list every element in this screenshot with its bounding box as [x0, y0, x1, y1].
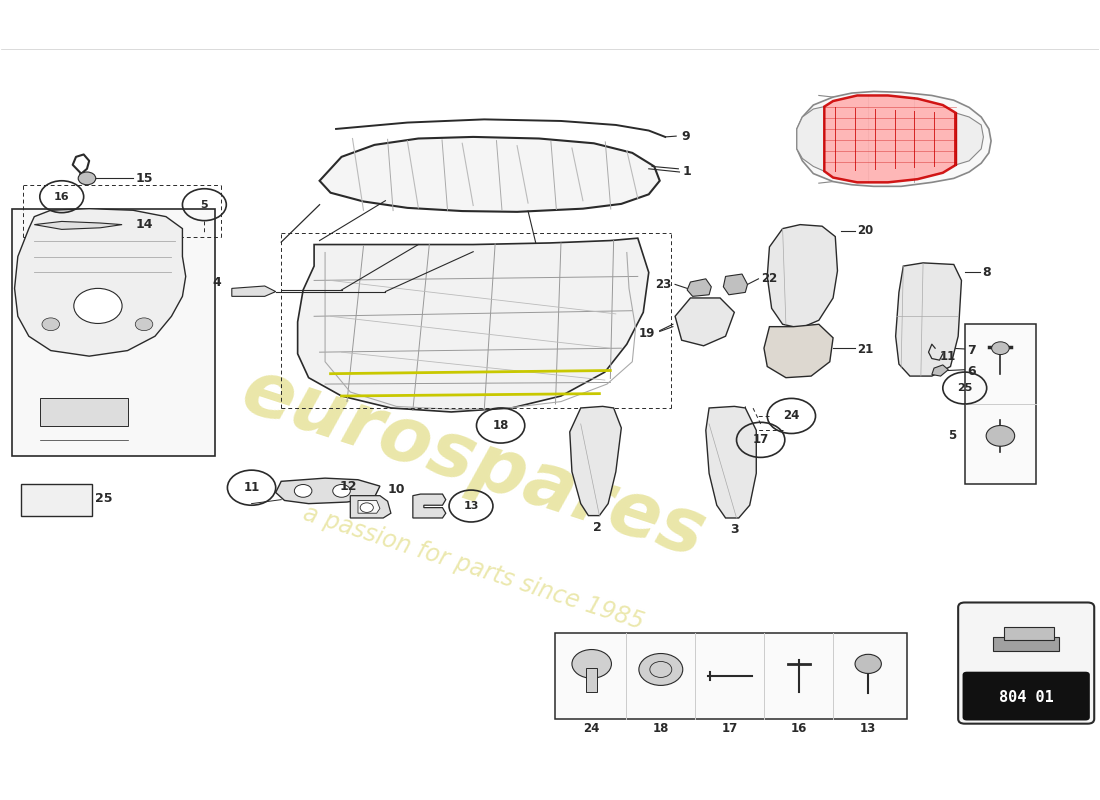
- Circle shape: [572, 650, 612, 678]
- Polygon shape: [824, 95, 956, 182]
- Polygon shape: [570, 406, 622, 515]
- Text: 6: 6: [967, 365, 976, 378]
- Text: 804 01: 804 01: [999, 690, 1054, 705]
- Bar: [965, 324, 1036, 484]
- Polygon shape: [724, 274, 748, 294]
- Circle shape: [360, 503, 373, 513]
- Circle shape: [135, 318, 153, 330]
- Text: 24: 24: [583, 722, 600, 735]
- Polygon shape: [796, 106, 824, 171]
- Polygon shape: [412, 494, 446, 518]
- Circle shape: [42, 318, 59, 330]
- Text: 23: 23: [656, 278, 672, 291]
- Polygon shape: [932, 365, 948, 376]
- Circle shape: [855, 654, 881, 674]
- Text: 8: 8: [982, 266, 991, 279]
- Text: 16: 16: [54, 192, 69, 202]
- Text: 17: 17: [722, 722, 738, 735]
- Bar: [40, 398, 128, 426]
- Text: 25: 25: [957, 383, 972, 393]
- Polygon shape: [956, 113, 983, 165]
- Polygon shape: [350, 496, 390, 518]
- Bar: [12, 209, 216, 456]
- Circle shape: [332, 485, 350, 498]
- Circle shape: [986, 426, 1014, 446]
- Text: 22: 22: [761, 272, 777, 286]
- Polygon shape: [34, 222, 122, 230]
- Text: 19: 19: [639, 326, 656, 339]
- Polygon shape: [706, 406, 757, 518]
- Text: 21: 21: [857, 343, 873, 356]
- Text: 11: 11: [939, 350, 956, 362]
- Polygon shape: [764, 324, 833, 378]
- Text: 4: 4: [212, 275, 221, 289]
- Polygon shape: [358, 501, 379, 514]
- Text: 3: 3: [730, 522, 738, 536]
- Polygon shape: [276, 478, 380, 504]
- Bar: [586, 668, 597, 692]
- Text: 9: 9: [682, 130, 691, 142]
- Text: 20: 20: [857, 225, 873, 238]
- Circle shape: [991, 342, 1009, 354]
- Text: eurospares: eurospares: [232, 354, 714, 574]
- Polygon shape: [298, 238, 649, 412]
- Text: 13: 13: [463, 501, 478, 511]
- Text: 16: 16: [791, 722, 807, 735]
- Polygon shape: [767, 225, 837, 328]
- Polygon shape: [895, 263, 961, 376]
- Text: 5: 5: [200, 200, 208, 210]
- Text: 11: 11: [243, 481, 260, 494]
- Polygon shape: [688, 279, 712, 296]
- Text: 1: 1: [683, 166, 692, 178]
- Polygon shape: [14, 209, 186, 356]
- Text: 12: 12: [340, 479, 356, 493]
- Bar: [1004, 627, 1054, 640]
- Text: 14: 14: [135, 218, 153, 231]
- Circle shape: [78, 172, 96, 185]
- Polygon shape: [796, 91, 991, 186]
- Text: 24: 24: [783, 410, 800, 422]
- Polygon shape: [232, 286, 276, 296]
- Polygon shape: [675, 298, 735, 346]
- Bar: [556, 633, 906, 719]
- Text: 13: 13: [860, 722, 877, 735]
- Circle shape: [639, 654, 683, 686]
- Text: 7: 7: [967, 344, 976, 357]
- Circle shape: [295, 485, 312, 498]
- Text: 15: 15: [135, 172, 153, 185]
- Text: 17: 17: [752, 434, 769, 446]
- Text: 5: 5: [948, 430, 956, 442]
- FancyBboxPatch shape: [962, 672, 1090, 721]
- Text: 25: 25: [95, 492, 112, 506]
- Bar: [993, 637, 1059, 651]
- Text: a passion for parts since 1985: a passion for parts since 1985: [300, 501, 647, 634]
- Bar: [21, 484, 92, 515]
- Circle shape: [74, 288, 122, 323]
- Text: 10: 10: [387, 482, 405, 496]
- Text: 2: 2: [593, 521, 602, 534]
- Text: 18: 18: [493, 419, 509, 432]
- Text: 18: 18: [652, 722, 669, 735]
- FancyBboxPatch shape: [958, 602, 1094, 724]
- Polygon shape: [320, 137, 660, 212]
